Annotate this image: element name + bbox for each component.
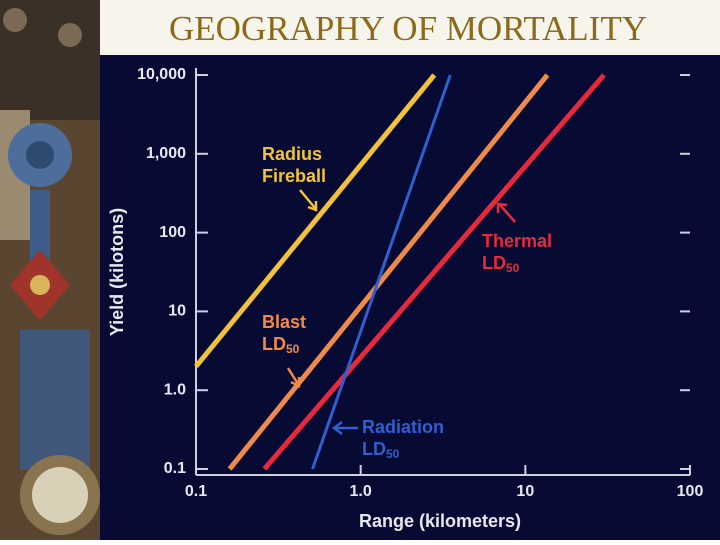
series-label: LD50: [262, 334, 300, 356]
series-label: Radiation: [362, 417, 444, 437]
decoration: [0, 0, 100, 540]
x-tick-label: 1.0: [350, 483, 372, 500]
y-tick-label: 10,000: [137, 66, 186, 83]
series-label-line: Radiation: [362, 417, 444, 437]
series-label-line: LD: [262, 334, 286, 354]
series-line: [194, 73, 437, 369]
y-tick-label: 1,000: [146, 145, 186, 162]
y-tick-label: 0.1: [164, 460, 186, 477]
series-label: LD50: [362, 439, 400, 461]
series-label: Fireball: [262, 166, 326, 186]
y-tick-label: 1.0: [164, 381, 186, 398]
x-tick-label: 100: [677, 483, 704, 500]
series-label: LD50: [482, 253, 520, 275]
series-label-subscript: 50: [506, 261, 520, 275]
series-line: [262, 73, 606, 471]
slide-title: GEOGRAPHY OF MORTALITY: [169, 9, 647, 48]
x-axis-label: Range (kilometers): [359, 511, 521, 531]
series-label: Thermal: [482, 231, 552, 251]
series-label-line: Thermal: [482, 231, 552, 251]
series-label: Blast: [262, 312, 306, 332]
series-line: [227, 73, 550, 471]
series-label-line: Blast: [262, 312, 306, 332]
x-tick-label: 0.1: [185, 483, 207, 500]
series-label-line: LD: [482, 253, 506, 273]
series-label: Radius: [262, 144, 322, 164]
x-tick-label: 10: [516, 483, 534, 500]
series-label-subscript: 50: [286, 342, 300, 356]
series-label-line: Radius: [262, 144, 322, 164]
y-axis-label: Yield (kilotons): [107, 208, 127, 336]
y-tick-label: 10: [168, 303, 186, 320]
arrows: [286, 189, 516, 435]
series-line: [311, 74, 452, 470]
series-label-line: LD: [362, 439, 386, 459]
plot: 0.1 1.0 10 100 0.1 1.0 10 100 1,000 10,000 RadiusF…: [137, 66, 703, 500]
series-label-subscript: 50: [386, 447, 400, 461]
series-label-line: Fireball: [262, 166, 326, 186]
y-tick-label: 100: [159, 224, 186, 241]
